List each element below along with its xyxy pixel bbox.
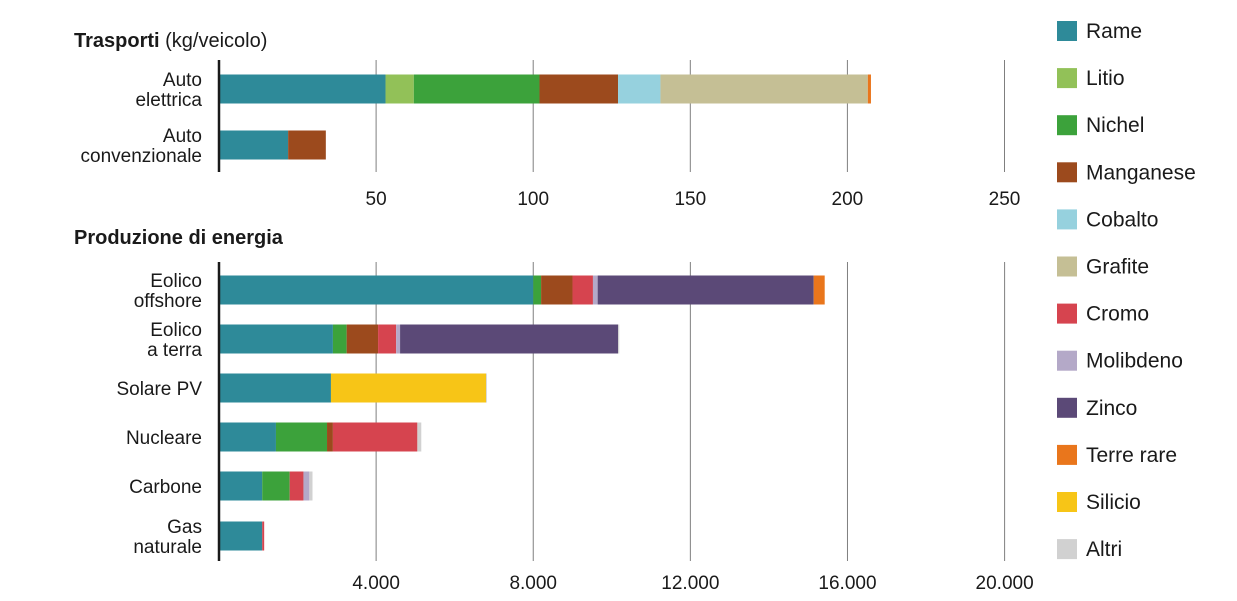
category-label-energia-0-0: Eolico (150, 271, 202, 292)
category-label-trasporti-0-0: Auto (163, 70, 202, 91)
bar-segment-energia-4-altri (309, 471, 313, 501)
legend-swatch-manganese (1057, 162, 1077, 183)
legend-label-grafite: Grafite (1086, 256, 1149, 279)
bar-segment-energia-3-cromo (332, 422, 418, 452)
bar-segment-energia-1-nichel (332, 324, 347, 354)
bar-segment-trasporti-1-manganese (288, 130, 326, 160)
x-tick-label-trasporti-4: 250 (989, 189, 1021, 210)
bar-segment-energia-3-rame (219, 422, 276, 452)
bar-segment-energia-4-molibdeno (303, 471, 310, 501)
bar-segment-energia-0-molibdeno (592, 275, 598, 305)
bar-segment-trasporti-1-rame (219, 130, 289, 160)
category-label-trasporti-1-1: convenzionale (81, 146, 202, 167)
bar-segment-energia-0-manganese (541, 275, 573, 305)
chart-title-trasporti: Trasporti (kg/veicolo) (74, 30, 267, 52)
bar-segment-energia-1-manganese (346, 324, 379, 354)
bar-segment-energia-2-rame (219, 373, 331, 403)
category-label-energia-0-1: offshore (134, 291, 202, 312)
bar-segment-energia-4-cromo (289, 471, 304, 501)
bar-segment-trasporti-0-nichel (413, 74, 540, 104)
bar-segment-trasporti-0-cobalto (618, 74, 661, 104)
legend-swatch-silicio (1057, 492, 1077, 512)
bar-segment-trasporti-0-terre-rare (867, 74, 871, 104)
chart-subtitle-trasporti: (kg/veicolo) (160, 30, 268, 52)
legend-swatch-cromo (1057, 303, 1077, 324)
bar-segment-trasporti-0-rame (219, 74, 386, 104)
legend-label-altri: Altri (1086, 538, 1122, 561)
bar-segment-energia-5-cromo (262, 521, 265, 551)
bar-segment-trasporti-0-grafite (660, 74, 868, 104)
bar-segment-energia-0-rame (219, 275, 534, 305)
x-tick-label-energia-4: 20.000 (976, 573, 1034, 594)
category-label-trasporti-0-1: elettrica (135, 90, 202, 111)
bar-segment-energia-2-altri (486, 373, 487, 403)
legend-swatch-litio (1057, 68, 1077, 89)
legend-label-terre-rare: Terre rare (1086, 444, 1177, 467)
x-tick-label-trasporti-2: 150 (674, 189, 706, 210)
legend-label-nichel: Nichel (1086, 114, 1144, 137)
category-label-energia-1-1: a terra (147, 340, 202, 361)
category-label-energia-1-0: Eolico (150, 320, 202, 341)
legend-swatch-altri (1057, 539, 1077, 560)
x-tick-label-trasporti-1: 100 (517, 189, 549, 210)
legend-swatch-cobalto (1057, 209, 1077, 230)
category-label-energia-4-0: Carbone (129, 477, 202, 498)
bar-segment-energia-4-nichel (262, 471, 290, 501)
bar-segment-energia-1-altri (618, 324, 620, 354)
bar-segment-energia-4-rame (219, 471, 263, 501)
x-tick-label-energia-0: 4.000 (352, 573, 400, 594)
category-label-energia-2-0: Solare PV (116, 379, 202, 400)
x-tick-label-energia-3: 16.000 (818, 573, 876, 594)
legend-label-zinco: Zinco (1086, 397, 1137, 420)
x-tick-label-energia-1: 8.000 (509, 573, 557, 594)
category-label-energia-5-0: Gas (167, 517, 202, 538)
bar-segment-energia-1-zinco (400, 324, 619, 354)
legend-label-silicio: Silicio (1086, 491, 1141, 514)
legend-swatch-grafite (1057, 256, 1077, 277)
category-label-trasporti-1-0: Auto (163, 126, 202, 147)
category-label-energia-5-1: naturale (133, 537, 202, 558)
legend-swatch-rame (1057, 21, 1077, 41)
bar-segment-energia-1-rame (219, 324, 333, 354)
x-tick-label-trasporti-0: 50 (366, 189, 387, 210)
legend-label-cobalto: Cobalto (1086, 208, 1158, 231)
bar-segment-energia-0-terre-rare (813, 275, 825, 305)
bar-segment-energia-0-nichel (533, 275, 542, 305)
category-label-energia-3-0: Nucleare (126, 428, 202, 449)
bar-segment-energia-2-silicio (330, 373, 487, 403)
legend-label-manganese: Manganese (1086, 161, 1196, 184)
x-tick-label-energia-2: 12.000 (661, 573, 719, 594)
bar-segment-trasporti-0-manganese (539, 74, 619, 104)
x-tick-label-trasporti-3: 200 (832, 189, 864, 210)
chart-title-energia: Produzione di energia (74, 227, 284, 249)
legend-swatch-terre-rare (1057, 444, 1077, 465)
legend-swatch-nichel (1057, 115, 1077, 136)
chart-title-text-trasporti: Trasporti (74, 30, 160, 52)
bar-segment-trasporti-0-litio (385, 74, 414, 104)
legend-swatch-molibdeno (1057, 350, 1077, 371)
legend-label-litio: Litio (1086, 67, 1125, 90)
legend-swatch-zinco (1057, 397, 1077, 418)
chart-title-text-energia: Produzione di energia (74, 227, 284, 249)
bar-segment-energia-3-manganese (327, 422, 333, 452)
legend-label-cromo: Cromo (1086, 303, 1149, 326)
bar-segment-energia-3-altri (417, 422, 422, 452)
bar-segment-energia-3-nichel (275, 422, 328, 452)
bar-segment-energia-0-cromo (572, 275, 593, 305)
legend-label-rame: Rame (1086, 20, 1142, 43)
bar-segment-energia-5-rame (219, 521, 263, 551)
bar-segment-energia-1-cromo (378, 324, 397, 354)
bar-segment-energia-1-molibdeno (396, 324, 401, 354)
bar-segment-energia-0-zinco (597, 275, 814, 305)
legend-label-molibdeno: Molibdeno (1086, 350, 1183, 373)
